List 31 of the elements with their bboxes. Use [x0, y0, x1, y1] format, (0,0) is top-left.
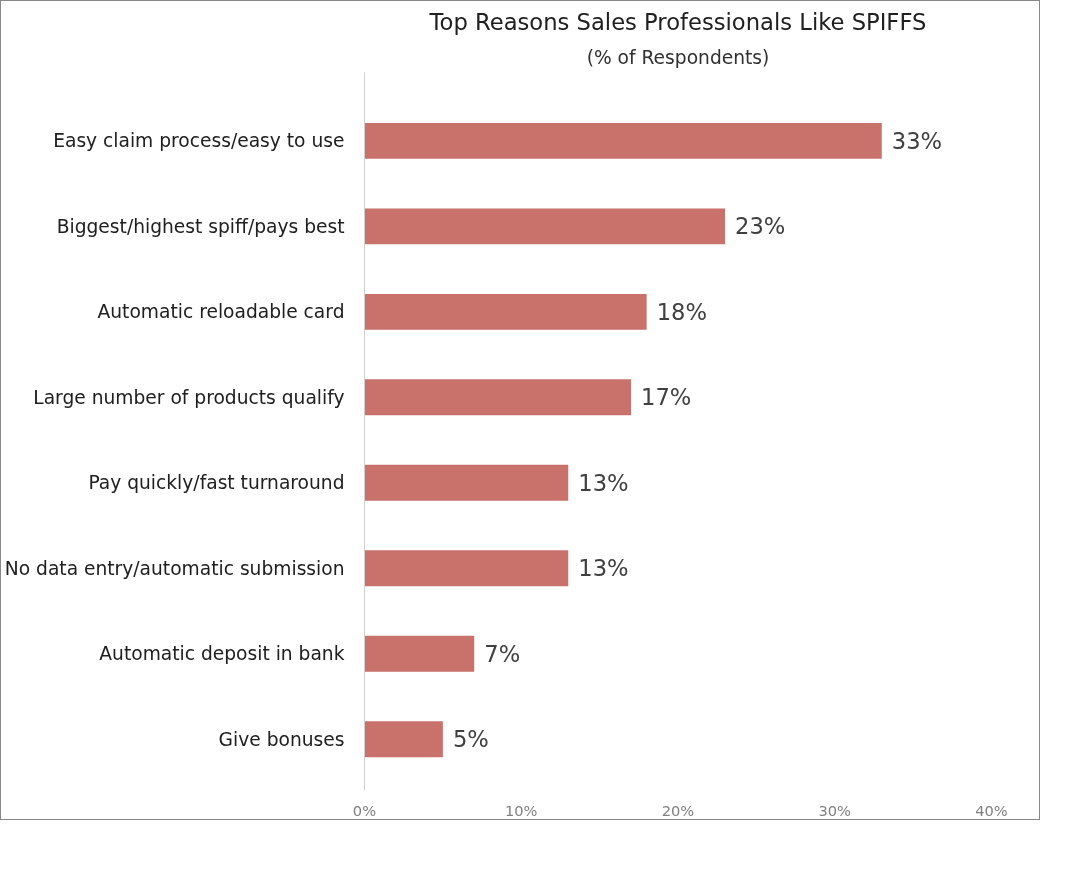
data-label: 33%	[891, 127, 943, 154]
y-tick-label: Biggest/highest spiff/pays best	[56, 215, 345, 237]
data-label: 13%	[578, 555, 629, 582]
bar	[364, 550, 569, 587]
x-tick-label: 40%	[975, 801, 1008, 819]
data-label: 13%	[578, 469, 629, 496]
chart-title: Top Reasons Sales Professionals Like SPIFFS	[428, 8, 927, 35]
data-label: 18%	[656, 298, 708, 325]
bar	[364, 379, 631, 416]
x-tick-label: 30%	[818, 801, 852, 819]
x-tick-label: 0%	[352, 801, 377, 819]
bar	[364, 721, 443, 758]
y-tick-label: Automatic deposit in bank	[99, 643, 345, 665]
bar	[364, 293, 647, 330]
data-label: 5%	[452, 726, 489, 753]
y-tick-label: Pay quickly/fast turnaround	[88, 472, 345, 494]
bar	[364, 122, 882, 159]
x-tick-label: 10%	[504, 801, 538, 819]
bar	[364, 208, 726, 245]
y-tick-label: Large number of products qualify	[33, 386, 345, 408]
y-tick-label: Easy claim process/easy to use	[53, 130, 345, 152]
bar	[364, 635, 475, 672]
x-tick-label: 20%	[661, 801, 695, 819]
bar	[364, 464, 569, 501]
y-tick-label: Automatic reloadable card	[97, 301, 345, 323]
data-label: 7%	[484, 640, 521, 667]
data-label: 17%	[640, 384, 692, 411]
chart-subtitle: (% of Respondents)	[586, 46, 770, 68]
y-tick-label: No data entry/automatic submission	[4, 557, 345, 579]
data-label: 23%	[735, 213, 786, 240]
y-tick-label: Give bonuses	[218, 728, 345, 750]
